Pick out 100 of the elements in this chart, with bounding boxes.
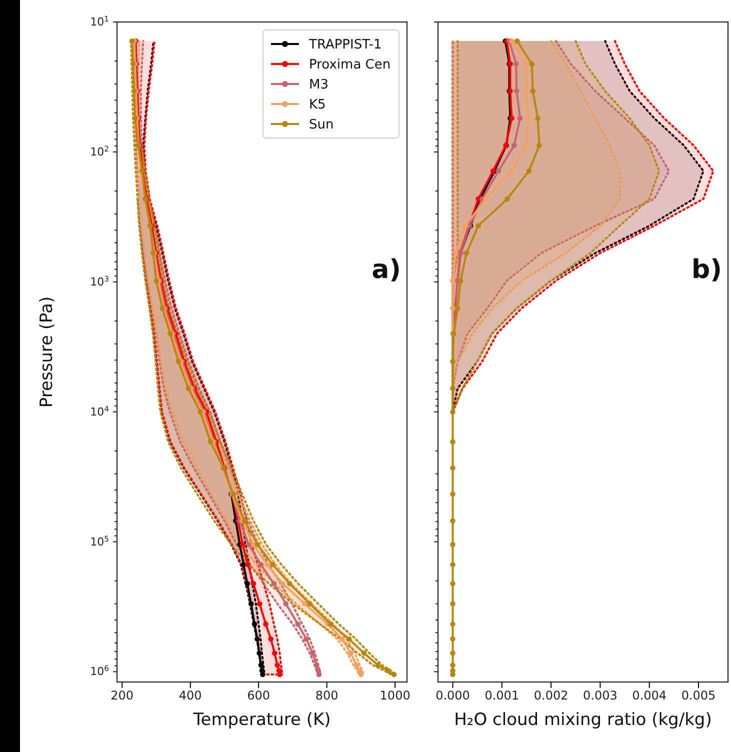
point	[252, 621, 258, 627]
point	[361, 650, 367, 656]
point	[450, 650, 456, 656]
point	[274, 662, 280, 668]
point	[526, 168, 532, 174]
point	[375, 662, 381, 668]
point	[272, 650, 278, 656]
point	[250, 581, 256, 586]
point	[348, 650, 354, 656]
legend-label: Sun	[309, 118, 334, 132]
x-tick-label: 600	[247, 688, 270, 703]
point	[283, 601, 289, 606]
point	[310, 650, 316, 656]
point	[208, 439, 214, 444]
x-axis-title: Temperature (K)	[192, 710, 331, 730]
annotation: a)	[372, 255, 401, 285]
point	[304, 636, 309, 642]
point	[263, 621, 268, 627]
point	[450, 358, 456, 364]
point	[258, 562, 264, 568]
point	[450, 542, 456, 548]
point	[514, 88, 520, 94]
point	[256, 650, 262, 656]
x-tick-label: 0.004	[632, 688, 667, 703]
point	[240, 562, 246, 568]
point	[245, 562, 251, 568]
point	[524, 142, 530, 148]
point	[450, 636, 456, 642]
legend-label: TRAPPIST-1	[308, 38, 382, 52]
x-tick-label: 1000	[380, 688, 410, 703]
annotation: b)	[692, 255, 722, 285]
point	[346, 636, 352, 642]
y-tick-label: 10$^{2}$	[90, 144, 110, 158]
point	[248, 601, 254, 606]
point	[328, 621, 334, 627]
point	[264, 562, 270, 568]
x-tick-label: 800	[315, 688, 338, 703]
point	[450, 621, 456, 627]
y-tick-label: 10$^{4}$	[90, 404, 110, 418]
point	[307, 601, 312, 606]
x-tick-label: 200	[110, 688, 134, 703]
point	[244, 581, 250, 586]
point	[280, 581, 286, 586]
y-tick-label: 10$^{6}$	[90, 664, 110, 678]
point	[302, 601, 308, 606]
legend-label: M3	[309, 78, 328, 92]
point	[450, 601, 456, 606]
x-tick-label: 0.002	[534, 688, 568, 703]
point	[450, 662, 456, 668]
point	[295, 621, 300, 627]
point	[450, 439, 456, 444]
point	[198, 409, 203, 414]
point	[450, 492, 456, 497]
point	[286, 581, 292, 586]
y-tick-label: 10$^{5}$	[90, 534, 110, 548]
point	[246, 542, 252, 548]
point	[496, 168, 502, 174]
point	[176, 358, 182, 364]
point	[256, 601, 262, 606]
point	[258, 662, 264, 668]
x-tick-label: 0.005	[681, 688, 716, 703]
point	[517, 116, 523, 121]
x-tick-label: 0.001	[484, 688, 520, 703]
x-tick-label: 0.003	[583, 688, 618, 703]
point	[453, 250, 458, 256]
point	[186, 386, 191, 392]
point	[270, 562, 276, 568]
point	[514, 38, 520, 44]
x-tick-label: 0.000	[436, 688, 470, 703]
point	[504, 196, 510, 202]
point	[525, 116, 531, 121]
point	[464, 250, 470, 256]
point	[512, 142, 517, 148]
point	[450, 562, 456, 568]
point	[514, 61, 519, 67]
point	[462, 223, 468, 228]
point	[450, 465, 456, 471]
point	[254, 542, 260, 548]
point	[509, 168, 514, 174]
point	[483, 196, 488, 202]
point	[530, 88, 536, 94]
point	[529, 61, 535, 67]
point	[340, 636, 345, 642]
point	[450, 581, 456, 586]
y-tick-label: 10$^{1}$	[90, 14, 110, 29]
x-tick-label: 400	[178, 688, 202, 703]
point	[358, 672, 364, 678]
y-axis-title: Pressure (Pa)	[37, 296, 57, 408]
point	[450, 278, 456, 284]
point	[535, 116, 540, 121]
legend-label: Proxima Cen	[309, 58, 391, 72]
point	[450, 386, 456, 392]
point	[240, 542, 246, 548]
point	[254, 636, 260, 642]
point	[271, 581, 277, 586]
legend-label: K5	[309, 98, 326, 112]
point	[450, 518, 456, 524]
point	[277, 672, 282, 678]
point	[524, 61, 530, 67]
point	[354, 662, 360, 668]
